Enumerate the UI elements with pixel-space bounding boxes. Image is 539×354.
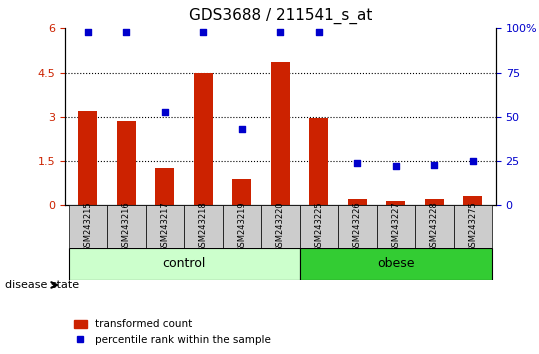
FancyBboxPatch shape <box>261 205 300 248</box>
Text: GSM243219: GSM243219 <box>237 201 246 252</box>
FancyBboxPatch shape <box>338 205 377 248</box>
Point <box>276 29 285 35</box>
Text: GSM243220: GSM243220 <box>276 201 285 252</box>
Point <box>468 158 477 164</box>
Bar <box>232 179 251 205</box>
Point <box>84 29 92 35</box>
Text: GSM243227: GSM243227 <box>391 201 400 252</box>
Text: GSM243228: GSM243228 <box>430 201 439 252</box>
FancyBboxPatch shape <box>223 205 261 248</box>
Bar <box>155 169 175 205</box>
Bar <box>463 196 482 205</box>
FancyBboxPatch shape <box>68 205 107 248</box>
Bar <box>386 201 405 205</box>
FancyBboxPatch shape <box>415 205 453 248</box>
Point <box>391 164 400 169</box>
Text: GSM243225: GSM243225 <box>314 201 323 252</box>
Text: GSM243215: GSM243215 <box>84 201 92 252</box>
Point <box>430 162 439 167</box>
Bar <box>271 62 290 205</box>
Title: GDS3688 / 211541_s_at: GDS3688 / 211541_s_at <box>189 8 372 24</box>
Bar <box>425 199 444 205</box>
Point <box>353 160 362 166</box>
Text: obese: obese <box>377 257 414 270</box>
Bar <box>194 73 213 205</box>
FancyBboxPatch shape <box>377 205 415 248</box>
Text: GSM243275: GSM243275 <box>468 201 477 252</box>
Point <box>314 29 323 35</box>
Bar <box>309 118 328 205</box>
FancyBboxPatch shape <box>184 205 223 248</box>
Point <box>161 109 169 114</box>
FancyBboxPatch shape <box>107 205 146 248</box>
FancyBboxPatch shape <box>146 205 184 248</box>
FancyBboxPatch shape <box>68 248 300 280</box>
Bar <box>78 111 98 205</box>
Text: GSM243218: GSM243218 <box>199 201 208 252</box>
Text: disease state: disease state <box>5 280 80 290</box>
Point <box>238 126 246 132</box>
FancyBboxPatch shape <box>453 205 492 248</box>
Text: GSM243216: GSM243216 <box>122 201 131 252</box>
FancyBboxPatch shape <box>300 205 338 248</box>
Text: GSM243226: GSM243226 <box>353 201 362 252</box>
Point <box>199 29 208 35</box>
Text: GSM243217: GSM243217 <box>160 201 169 252</box>
Legend: transformed count, percentile rank within the sample: transformed count, percentile rank withi… <box>70 315 275 349</box>
Bar <box>348 199 367 205</box>
Point <box>122 29 130 35</box>
Bar <box>116 121 136 205</box>
Text: control: control <box>162 257 206 270</box>
FancyBboxPatch shape <box>300 248 492 280</box>
